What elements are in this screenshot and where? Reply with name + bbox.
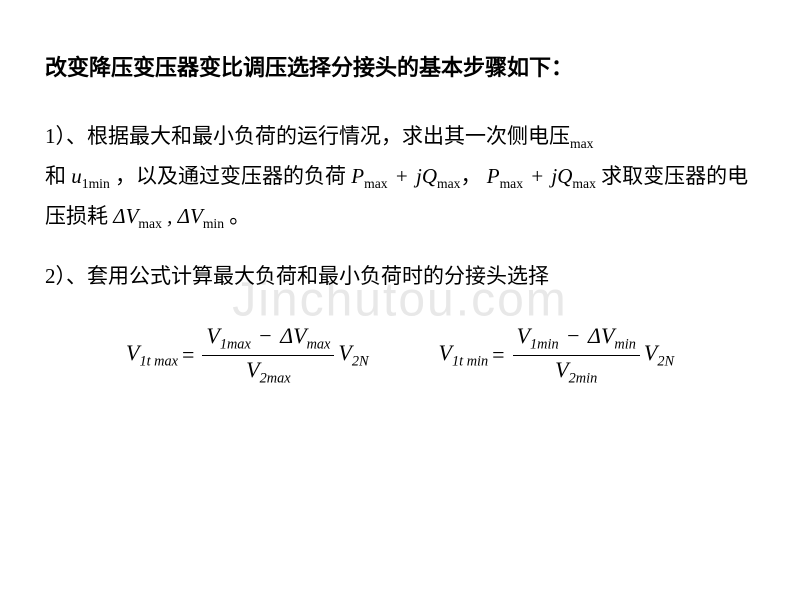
f2-denominator: V2min	[551, 356, 601, 388]
pmax-plus-jqmax-1: Pmax + jQmax	[351, 164, 460, 188]
formula-v1tmin: V1t min = V1min − ΔVmin V2min V2N	[439, 322, 674, 388]
page-title: 改变降压变压器变比调压选择分接头的基本步骤如下：	[45, 50, 755, 82]
step-1-paragraph: 1）、根据最大和最小负荷的运行情况，求出其一次侧电压max 和 u1min ，以…	[45, 117, 755, 237]
f1-lhs: V1t max	[126, 340, 178, 370]
pmax-plus-jqmax-2: Pmax + jQmax	[487, 164, 596, 188]
step1-text-c: ，以及通过变压器的负荷	[115, 164, 351, 188]
f1-numerator: V1max − ΔVmax	[202, 322, 334, 355]
f1-equals: =	[182, 342, 194, 368]
f1-tail: V2N	[338, 340, 368, 370]
step1-end: 。	[229, 204, 250, 228]
formula-v1tmax: V1t max = V1max − ΔVmax V2max V2N	[126, 322, 369, 388]
f2-equals: =	[492, 342, 504, 368]
u1min-subscript: 1min	[82, 176, 110, 191]
f2-fraction: V1min − ΔVmin V2min	[513, 322, 640, 388]
step1-text-a: 1）、根据最大和最小负荷的运行情况，求出其一次侧电压	[45, 124, 570, 148]
delta-vmin: ΔVmin	[178, 204, 224, 228]
f2-numerator: V1min − ΔVmin	[513, 322, 640, 355]
formula-row: V1t max = V1max − ΔVmax V2max V2N V1t mi…	[45, 322, 755, 388]
f1-fraction: V1max − ΔVmax V2max	[202, 322, 334, 388]
u1max-symbol: max	[570, 124, 594, 148]
step1-text-b: 和	[45, 164, 71, 188]
delta-vmax: ΔVmax	[113, 204, 162, 228]
u1min-symbol: u1min	[71, 164, 110, 188]
u1max-subscript: max	[570, 136, 594, 151]
step1-comma: ，	[460, 164, 481, 188]
f1-denominator: V2max	[242, 356, 294, 388]
delta-sep: ,	[162, 204, 178, 228]
page-content: 改变降压变压器变比调压选择分接头的基本步骤如下： 1）、根据最大和最小负荷的运行…	[0, 0, 800, 388]
f2-tail: V2N	[644, 340, 674, 370]
step-2-paragraph: 2）、套用公式计算最大负荷和最小负荷时的分接头选择	[45, 257, 755, 297]
f2-lhs: V1t min	[439, 340, 489, 370]
